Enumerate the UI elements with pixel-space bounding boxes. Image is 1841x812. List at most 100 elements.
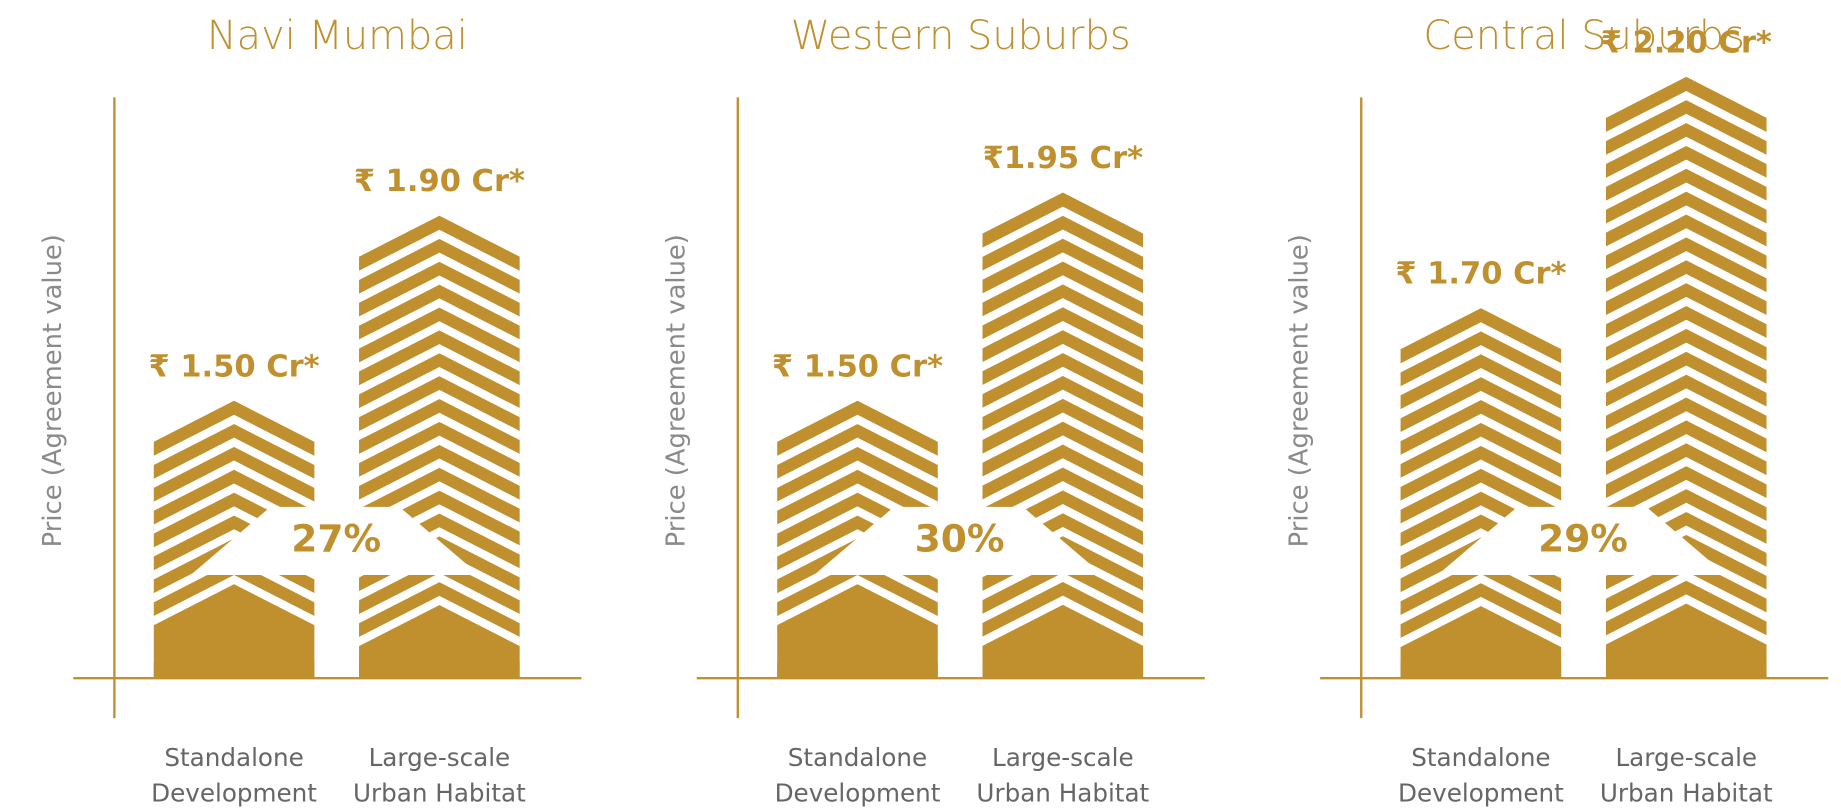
bar-stripe bbox=[777, 414, 938, 466]
bar-stripe bbox=[1605, 205, 1767, 256]
bar-stripe bbox=[153, 574, 315, 626]
chart-title: Navi Mumbai bbox=[207, 13, 468, 59]
bar-stripe bbox=[153, 460, 315, 512]
annotation-banner bbox=[1437, 506, 1727, 575]
bar-stripe bbox=[359, 572, 520, 624]
chart-title: Central Suburbs bbox=[1423, 13, 1745, 59]
bar-base bbox=[1400, 631, 1562, 679]
bar-stripe bbox=[359, 275, 520, 327]
bar-stripe bbox=[1605, 273, 1767, 325]
bar-stripe bbox=[777, 460, 938, 512]
bar-stripe bbox=[982, 572, 1144, 624]
bar-stripe bbox=[1605, 296, 1767, 348]
value-label: ₹ 2.20 Cr* bbox=[1601, 25, 1772, 60]
x-tick-label: Large-scale bbox=[992, 743, 1134, 772]
bar-stripe bbox=[359, 595, 520, 647]
value-label: ₹1.95 Cr* bbox=[983, 141, 1144, 176]
bar-stripe bbox=[1605, 251, 1767, 302]
bar-stripe bbox=[1605, 136, 1767, 188]
bar-stripe bbox=[982, 366, 1144, 418]
bar-stripe bbox=[359, 229, 520, 281]
bar bbox=[1400, 308, 1562, 679]
bar-base bbox=[153, 631, 315, 679]
bar-stripe bbox=[982, 412, 1144, 464]
bar-stripe bbox=[1400, 345, 1562, 396]
bar-stripe bbox=[1400, 596, 1562, 648]
building bbox=[1400, 308, 1562, 679]
bar-stripe bbox=[982, 595, 1144, 647]
growth-annotation: 29% bbox=[1538, 516, 1628, 560]
growth-annotation: 27% bbox=[291, 516, 381, 560]
bar-base bbox=[777, 631, 938, 679]
value-label: ₹ 1.50 Cr* bbox=[772, 349, 943, 384]
chart-title: Western Suburbs bbox=[791, 13, 1131, 59]
bar-stripe bbox=[1605, 159, 1767, 211]
bar-stripe bbox=[982, 275, 1144, 326]
bar-stripe bbox=[982, 206, 1144, 258]
y-axis-label: Price (Agreement value) bbox=[1285, 234, 1315, 547]
bar-stripe bbox=[359, 344, 520, 395]
value-label: ₹ 1.90 Cr* bbox=[354, 164, 525, 199]
building bbox=[982, 192, 1144, 679]
bar-stripe bbox=[359, 458, 520, 510]
bar-stripe bbox=[1400, 322, 1562, 373]
building bbox=[359, 215, 520, 679]
x-tick-label: Development bbox=[151, 778, 317, 807]
bar-stripe bbox=[1605, 388, 1767, 439]
bar-stripe bbox=[982, 229, 1144, 280]
bar-base bbox=[982, 631, 1144, 679]
bar-stripe bbox=[1605, 457, 1767, 508]
y-axis-label: Price (Agreement value) bbox=[661, 234, 691, 547]
bar-stripe bbox=[153, 437, 315, 489]
bar-stripe bbox=[1605, 319, 1767, 371]
bar-stripe bbox=[359, 298, 520, 349]
building bbox=[1605, 76, 1767, 679]
x-tick-label: Urban Habitat bbox=[1600, 778, 1773, 807]
bar-stripe bbox=[359, 435, 520, 487]
x-tick-label: Development bbox=[1398, 778, 1564, 807]
annotation-banner bbox=[814, 506, 1103, 575]
bar-stripe bbox=[982, 458, 1144, 509]
bar-stripe bbox=[1400, 459, 1562, 511]
bar-stripe bbox=[982, 389, 1144, 441]
bar-stripe bbox=[1605, 182, 1767, 233]
x-tick-label: Urban Habitat bbox=[353, 778, 526, 807]
x-tick-label: Development bbox=[775, 778, 941, 807]
bar-stripe bbox=[982, 321, 1144, 372]
bar-stripe bbox=[1605, 228, 1767, 279]
bar-stripe bbox=[982, 252, 1144, 303]
bar-stripe bbox=[1400, 390, 1562, 442]
bar-stripe bbox=[1400, 436, 1562, 488]
bar-base bbox=[1605, 631, 1767, 679]
bar-stripe bbox=[1605, 113, 1767, 165]
bar-stripe bbox=[1400, 413, 1562, 465]
x-tick-label: Standalone bbox=[1411, 743, 1550, 772]
growth-annotation: 30% bbox=[915, 516, 1005, 560]
bar-base bbox=[359, 631, 520, 679]
bar-stripe bbox=[359, 367, 520, 418]
value-label: ₹ 1.70 Cr* bbox=[1395, 257, 1566, 292]
y-axis-label: Price (Agreement value) bbox=[38, 234, 68, 547]
bar-stripe bbox=[1400, 368, 1562, 419]
x-tick-label: Urban Habitat bbox=[976, 778, 1149, 807]
bar-stripe bbox=[982, 435, 1144, 486]
bar-stripe bbox=[1605, 571, 1767, 622]
bar-stripe bbox=[1605, 594, 1767, 645]
bar-stripe bbox=[1605, 365, 1767, 417]
building bbox=[777, 400, 938, 679]
bar-stripe bbox=[359, 412, 520, 464]
value-label: ₹ 1.50 Cr* bbox=[149, 349, 320, 384]
x-tick-label: Standalone bbox=[788, 743, 927, 772]
bar-stripe bbox=[1605, 434, 1767, 485]
bar-stripe bbox=[777, 574, 938, 626]
bar-stripe bbox=[1400, 573, 1562, 625]
bar-stripe bbox=[1605, 90, 1767, 142]
x-tick-label: Standalone bbox=[164, 743, 303, 772]
bar-stripe bbox=[359, 321, 520, 372]
bar-stripe bbox=[1605, 342, 1767, 394]
bar-stripe bbox=[1605, 411, 1767, 462]
bar-stripe bbox=[359, 252, 520, 304]
bar-stripe bbox=[982, 343, 1144, 395]
